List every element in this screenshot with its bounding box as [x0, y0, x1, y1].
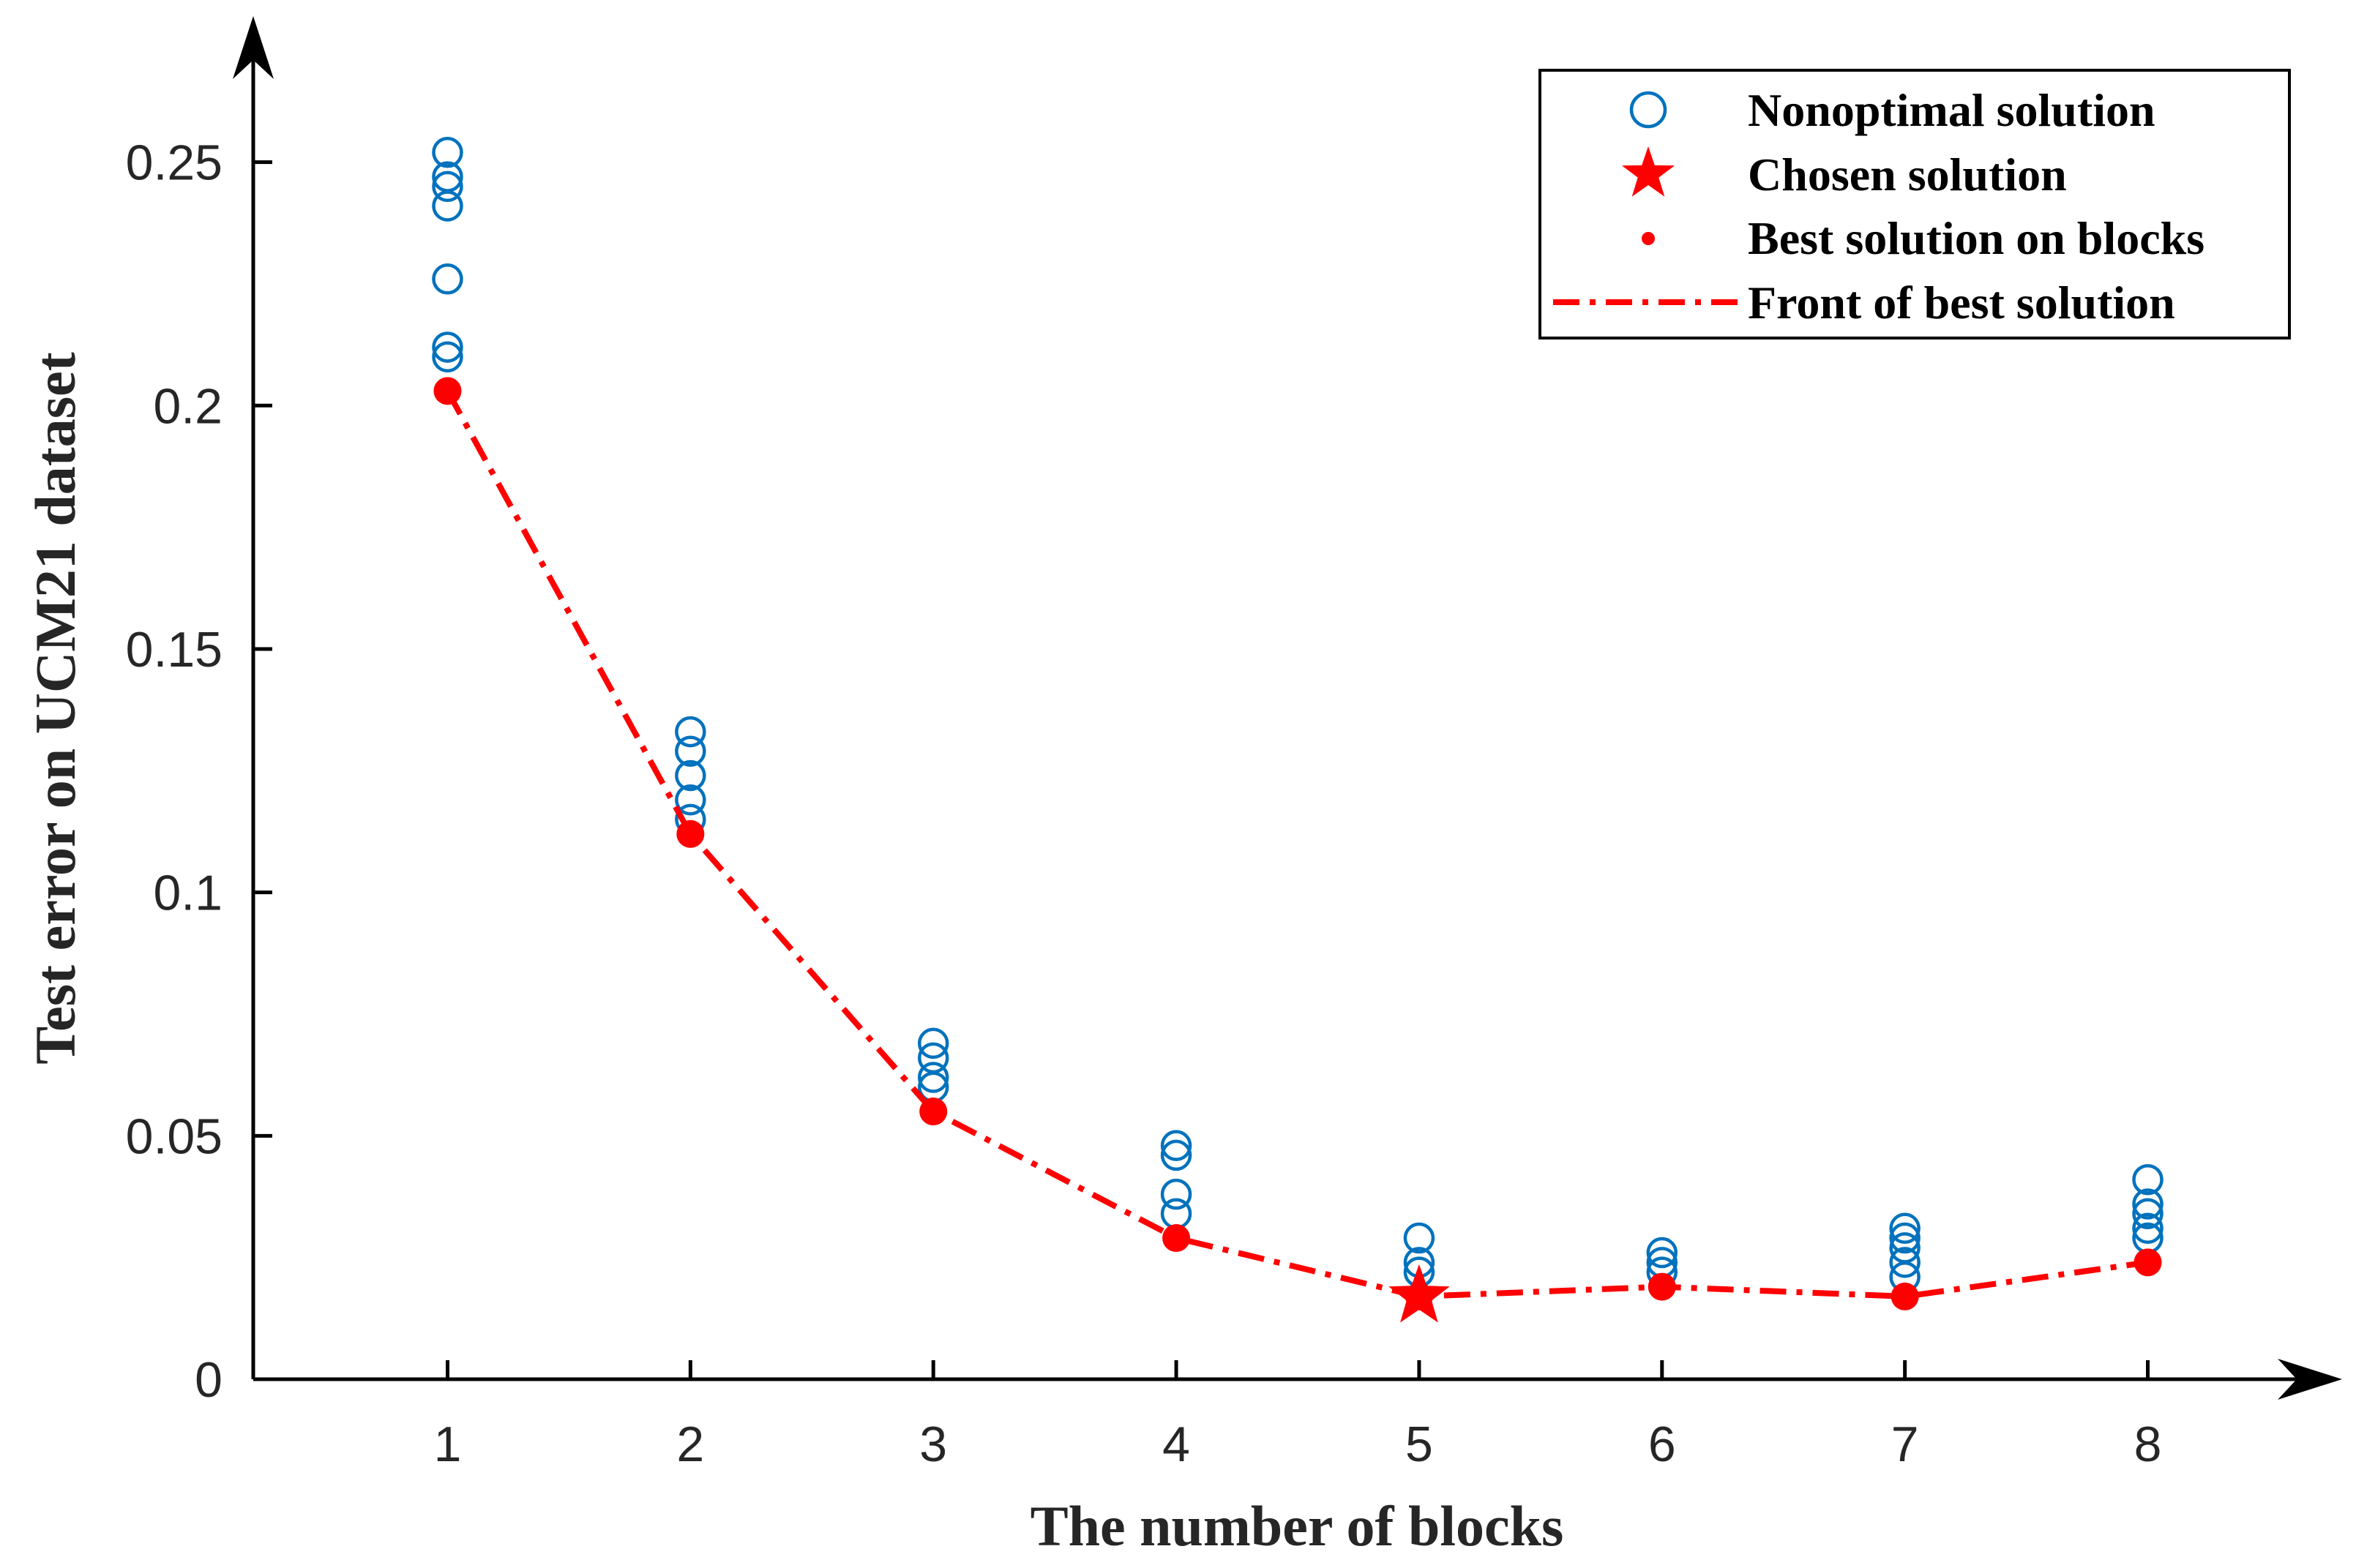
nonoptimal-point — [1889, 1222, 1921, 1254]
best-solution-point — [433, 377, 462, 405]
nonoptimal-point — [432, 341, 463, 372]
axes — [233, 16, 2342, 1400]
nonoptimal-point — [2132, 1188, 2164, 1220]
nonoptimal-point — [1646, 1237, 1678, 1269]
x-tick-label: 4 — [1162, 1417, 1190, 1472]
chosen-solution-star — [1388, 1264, 1450, 1323]
nonoptimal-point — [675, 759, 706, 792]
nonoptimal-point — [1160, 1130, 1192, 1161]
nonoptimal-point — [432, 137, 463, 168]
y-tick-label: 0.15 — [126, 622, 222, 678]
nonoptimal-point — [2132, 1163, 2164, 1196]
nonoptimal-point — [1889, 1212, 1921, 1244]
nonoptimal-point — [917, 1062, 949, 1093]
legend-label-front: Front of best solution — [1748, 277, 2175, 329]
x-ticks: 1 2 3 4 5 6 7 8 — [434, 1360, 2162, 1472]
nonoptimal-point — [1889, 1247, 1921, 1278]
y-tick-label: 0.05 — [126, 1109, 222, 1164]
x-tick-label: 5 — [1405, 1417, 1433, 1472]
nonoptimal-point — [2132, 1212, 2164, 1244]
y-tick-label: 0.25 — [126, 135, 222, 191]
legend-open-circle-icon — [1629, 91, 1667, 129]
x-tick-label: 7 — [1891, 1417, 1919, 1472]
nonoptimal-point — [675, 735, 706, 767]
nonoptimal-point — [2132, 1198, 2164, 1230]
nonoptimal-point — [675, 716, 706, 748]
legend-label-nonoptimal: Nonoptimal solution — [1748, 84, 2155, 136]
nonoptimal-point — [1160, 1139, 1192, 1171]
x-axis-title: The number of blocks — [1031, 1494, 1564, 1558]
legend-label-best: Best solution on blocks — [1748, 212, 2204, 264]
y-axis-title: Test error on UCM21 dataset — [23, 352, 87, 1064]
legend-dot-icon — [1642, 232, 1655, 245]
nonoptimal-point — [1160, 1178, 1192, 1210]
y-tick-label: 0.2 — [153, 378, 222, 434]
x-tick-label: 8 — [2134, 1417, 2162, 1472]
x-tick-label: 6 — [1648, 1417, 1676, 1472]
nonoptimal-point — [432, 263, 463, 295]
legend-label-chosen: Chosen solution — [1748, 149, 2067, 200]
best-solution-point — [676, 819, 705, 848]
best-solution-point — [919, 1098, 948, 1126]
best-solution-point — [1162, 1224, 1191, 1253]
nonoptimal-point — [1403, 1222, 1435, 1254]
nonoptimal-point — [432, 331, 463, 363]
best-solution-point — [2134, 1248, 2162, 1277]
nonoptimal-point — [432, 190, 463, 222]
plot-area — [432, 137, 2164, 1323]
best-solution-point — [1648, 1272, 1676, 1301]
nonoptimal-point — [432, 170, 463, 203]
nonoptimal-point — [675, 784, 706, 816]
x-tick-label: 3 — [919, 1417, 947, 1472]
front-line — [444, 389, 2149, 1299]
legend: Nonoptimal solution Chosen solution Best… — [1538, 69, 2291, 340]
y-tick-label: 0 — [195, 1352, 222, 1408]
best-solution-point — [1891, 1282, 1919, 1310]
legend-star-icon — [1621, 146, 1675, 197]
y-axis-arrowhead — [233, 16, 274, 79]
nonoptimal-point — [917, 1027, 949, 1059]
x-tick-label: 1 — [434, 1417, 462, 1472]
y-ticks: 0 0.05 0.1 0.15 0.2 0.25 — [126, 135, 272, 1408]
y-tick-label: 0.1 — [153, 866, 222, 921]
x-tick-label: 2 — [676, 1417, 704, 1472]
x-axis-arrowhead — [2278, 1359, 2342, 1400]
